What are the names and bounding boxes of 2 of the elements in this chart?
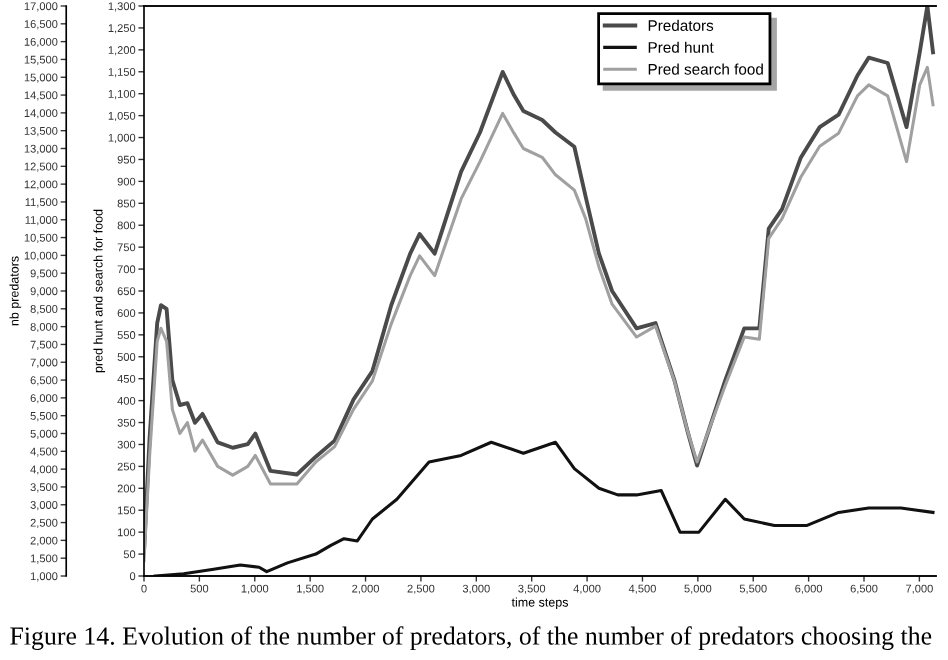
- caption: Figure 14. Evolution of the number of predators, of the number of predators choosing the: [10, 626, 932, 651]
- line-series: [153, 440, 935, 576]
